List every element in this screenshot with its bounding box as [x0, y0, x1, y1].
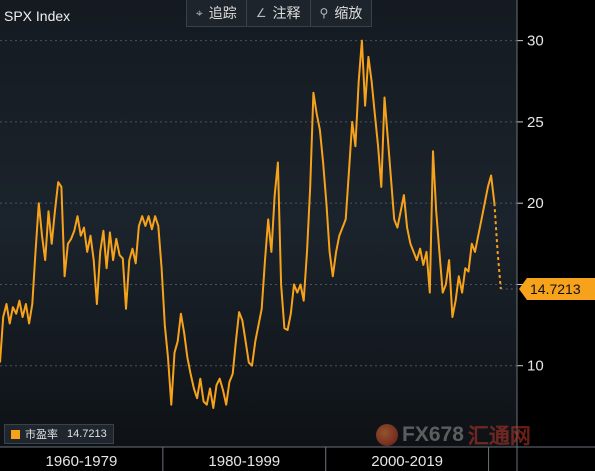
- x-band-label: 1980-1999: [208, 453, 280, 470]
- y-tick-label: 10: [527, 358, 544, 375]
- watermark: FX678 汇通网: [376, 420, 531, 450]
- watermark-text-b: 汇通网: [467, 425, 531, 448]
- y-tick-label: 30: [527, 33, 544, 50]
- watermark-text-a: FX678: [402, 423, 464, 446]
- last-value-flag: [519, 277, 595, 300]
- fx678-logo-icon: [376, 424, 398, 446]
- annotate-button[interactable]: ∠ 注释: [247, 0, 311, 26]
- chart-toolbar: ⌖ 追踪 ∠ 注释 ⚲ 缩放: [186, 0, 373, 27]
- last-value-label: 14.7213: [530, 281, 581, 297]
- magnifier-icon: ⚲: [319, 6, 329, 20]
- annotate-label: 注释: [272, 5, 301, 21]
- zoom-button[interactable]: ⚲ 缩放: [311, 0, 372, 26]
- y-tick-label: 20: [527, 195, 544, 212]
- y-tick-label: 25: [527, 114, 544, 131]
- pencil-icon: ∠: [255, 6, 267, 20]
- track-label: 追踪: [208, 5, 237, 21]
- series-line-dashed: [493, 203, 502, 290]
- legend[interactable]: 市盈率 14.7213: [4, 424, 114, 444]
- legend-swatch: [11, 429, 20, 439]
- legend-value: 14.7213: [67, 428, 107, 440]
- series-line: [0, 39, 496, 409]
- x-band-label: 2000-2019: [371, 453, 443, 470]
- track-button[interactable]: ⌖ 追踪: [187, 0, 247, 26]
- zoom-label: 缩放: [334, 5, 363, 21]
- legend-label: 市盈率: [25, 429, 58, 441]
- crosshair-icon: ⌖: [196, 5, 203, 20]
- chart-title: SPX Index: [4, 8, 71, 24]
- x-band-label: 1960-1979: [46, 453, 118, 470]
